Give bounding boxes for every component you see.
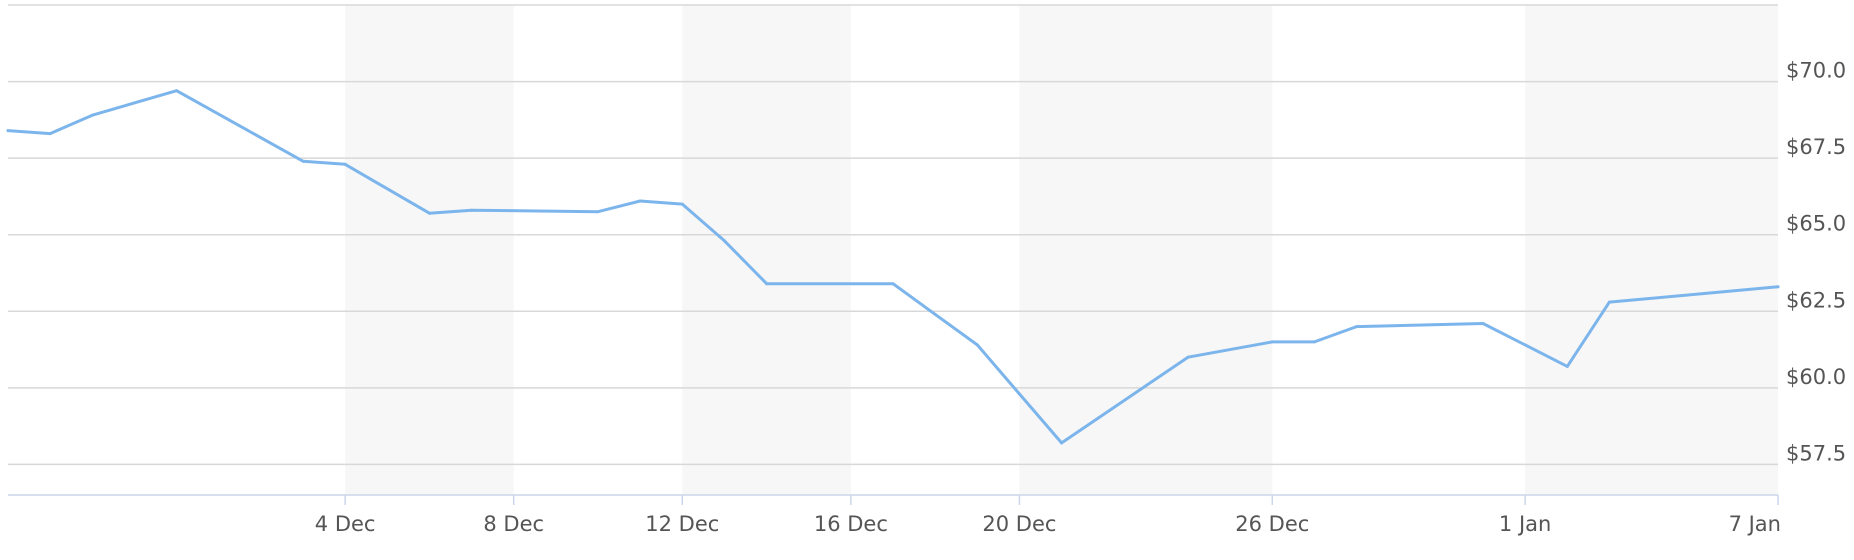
data-point [1565, 364, 1569, 368]
y-axis-labels: $57.5 $60.0 $62.5 $65.0 $67.5 $70.0 [1786, 59, 1846, 466]
price-series [6, 89, 1780, 445]
data-point [301, 159, 305, 163]
data-point [1355, 325, 1359, 329]
data-point [638, 199, 642, 203]
y-tick-label: $70.0 [1786, 59, 1846, 83]
data-point [427, 211, 431, 215]
gridlines [8, 4, 1778, 466]
data-point [175, 89, 179, 93]
shaded-band [345, 5, 514, 495]
data-point [1776, 285, 1780, 289]
y-tick-label: $62.5 [1786, 288, 1846, 312]
data-point [1481, 322, 1485, 325]
shaded-band [1525, 5, 1778, 495]
data-point [1060, 441, 1064, 445]
x-tick-label: 26 Dec [1235, 512, 1309, 536]
x-tick-label: 8 Dec [483, 512, 544, 536]
data-point [470, 208, 474, 212]
data-point [1312, 340, 1316, 344]
x-tick-label: 7 Jan [1729, 512, 1781, 536]
data-point [48, 132, 52, 136]
data-point [1607, 300, 1611, 304]
x-tick-label: 16 Dec [814, 512, 888, 536]
data-point [90, 113, 94, 117]
shaded-band [682, 5, 851, 495]
shaded-band [1019, 5, 1273, 495]
data-point [933, 312, 937, 316]
x-axis-labels: 4 Dec 8 Dec 12 Dec 16 Dec 20 Dec 26 Dec 1 Jan 7… [315, 512, 1781, 536]
data-point [680, 202, 684, 206]
data-point [891, 282, 895, 286]
data-point [6, 129, 10, 133]
x-tick-label: 12 Dec [645, 512, 719, 536]
price-line [6, 89, 1780, 445]
data-point [1270, 340, 1274, 344]
data-point [975, 343, 979, 347]
data-point [596, 210, 600, 214]
x-tick-label: 4 Dec [315, 512, 376, 536]
data-point [722, 239, 726, 243]
y-tick-label: $65.0 [1786, 212, 1846, 236]
weekend-bands [345, 5, 1778, 495]
data-point [1186, 355, 1190, 359]
data-point [1017, 392, 1021, 396]
x-axis [8, 494, 1779, 505]
x-tick-label: 1 Jan [1499, 512, 1551, 536]
data-point [765, 282, 769, 286]
y-tick-label: $57.5 [1786, 441, 1846, 465]
x-tick-label: 20 Dec [982, 512, 1056, 536]
y-tick-label: $60.0 [1786, 365, 1846, 389]
y-tick-label: $67.5 [1786, 135, 1846, 159]
data-point [343, 162, 347, 166]
